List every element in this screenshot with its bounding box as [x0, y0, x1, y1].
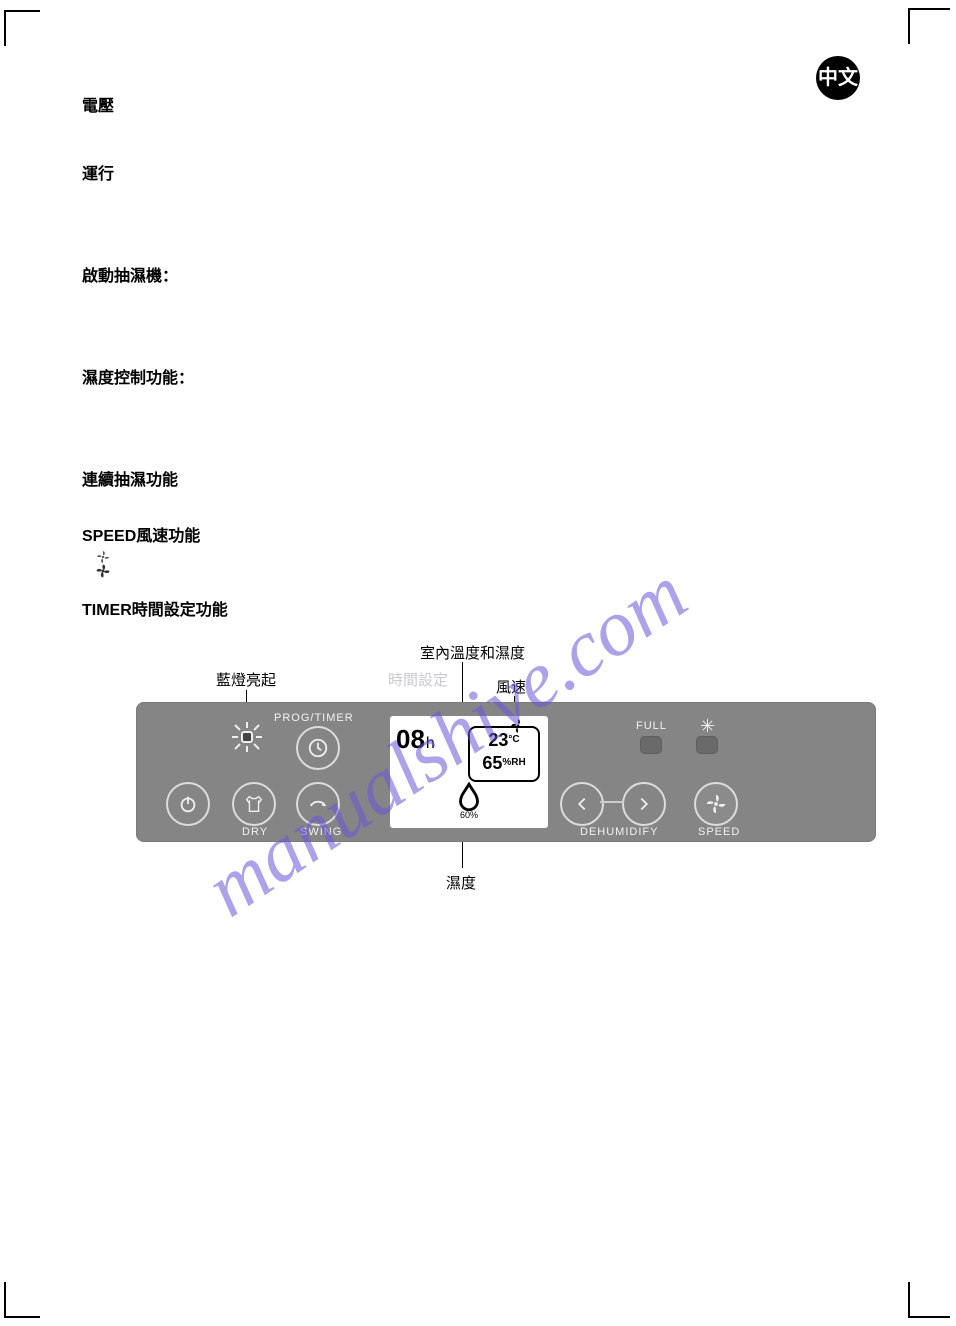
callout-blue-led: 藍燈亮起: [216, 669, 276, 690]
lcd-temp-box: 23°C 65%RH: [468, 726, 540, 782]
heading-speed: SPEED風速功能: [82, 522, 872, 546]
crop-mark: [908, 1282, 910, 1318]
lcd-rh: 65: [482, 753, 502, 773]
chevron-left-icon: [571, 793, 593, 815]
dehumidify-up-button[interactable]: [622, 782, 666, 826]
label-dry: DRY: [242, 826, 268, 838]
control-panel: PROG/TIMER FULL ✳ DRY SWING: [136, 702, 876, 842]
swing-button[interactable]: [296, 782, 340, 826]
full-indicator: [640, 736, 662, 754]
label-swing: SWING: [300, 826, 342, 838]
heading-humidity-control: 濕度控制功能：: [82, 364, 872, 388]
dehumidify-down-button[interactable]: [560, 782, 604, 826]
fan-high-icon: [96, 564, 110, 578]
lcd-hours-value: 08: [396, 724, 425, 754]
shirt-icon: [243, 793, 265, 815]
heading-timer: TIMER時間設定功能: [82, 596, 872, 620]
speed-button[interactable]: [694, 782, 738, 826]
lcd-display: 08h 23°C 65%RH 60%: [390, 716, 548, 828]
lcd-rh-unit: %RH: [502, 757, 525, 768]
lcd-drop-icon: 60%: [452, 780, 486, 820]
power-button[interactable]: [166, 782, 210, 826]
snowflake-icon: ✳: [700, 716, 716, 737]
control-panel-diagram: PROG/TIMER FULL ✳ DRY SWING: [136, 702, 876, 842]
lcd-hours: 08h: [396, 724, 435, 755]
speed-icons: [82, 546, 872, 578]
lcd-setpoint: 60%: [460, 810, 478, 820]
lcd-temp: 23: [488, 730, 508, 750]
label-speed: SPEED: [698, 826, 740, 838]
heading-start: 啟動抽濕機：: [82, 262, 872, 286]
crop-mark: [4, 10, 40, 12]
callout-fan-speed: 風速: [496, 676, 526, 697]
label-full: FULL: [636, 720, 667, 732]
power-icon: [177, 793, 199, 815]
crop-mark: [910, 8, 950, 10]
heading-voltage: 電壓: [82, 92, 872, 116]
prog-timer-button[interactable]: [296, 726, 340, 770]
dry-button[interactable]: [232, 782, 276, 826]
lcd-hours-unit: h: [426, 735, 435, 752]
label-dehumidify: DEHUMIDIFY: [580, 826, 658, 838]
heading-continuous: 連續抽濕功能: [82, 466, 872, 490]
chevron-right-icon: [633, 793, 655, 815]
callout-time-set: 時間設定: [388, 669, 448, 690]
clock-icon: [307, 737, 329, 759]
light-icon: [232, 722, 262, 757]
frost-indicator: [696, 736, 718, 754]
fan-icon: [705, 793, 727, 815]
callout-humidity: 濕度: [446, 872, 476, 893]
crop-mark: [910, 1316, 950, 1318]
crop-mark: [4, 1316, 40, 1318]
label-prog-timer: PROG/TIMER: [274, 712, 354, 724]
page-content: 電壓 運行 啟動抽濕機： 濕度控制功能： 連續抽濕功能 SPEED風速功能 TI…: [82, 92, 872, 620]
crop-mark: [908, 8, 910, 44]
lcd-temp-unit: °C: [508, 734, 519, 745]
button-link: [600, 801, 624, 803]
heading-operation: 運行: [82, 160, 872, 184]
crop-mark: [4, 10, 6, 46]
callout-room-th: 室內溫度和濕度: [420, 642, 525, 663]
swing-icon: [307, 793, 329, 815]
crop-mark: [4, 1282, 6, 1318]
fan-low-icon: [96, 550, 110, 564]
